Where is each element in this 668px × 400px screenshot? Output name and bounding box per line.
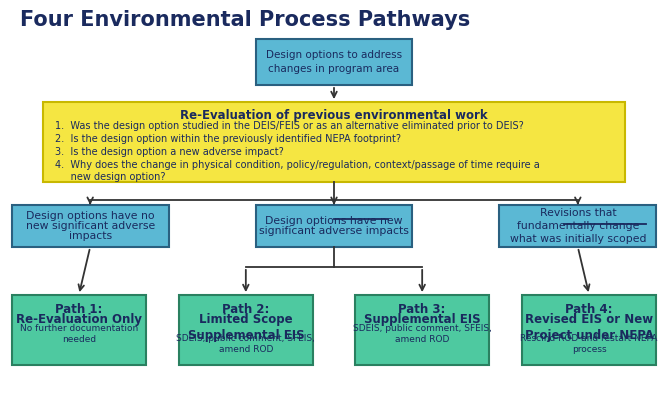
Text: Path 2:: Path 2: xyxy=(222,303,269,316)
Text: Revised EIS or New
Project under NEPA: Revised EIS or New Project under NEPA xyxy=(525,314,653,342)
Text: Design options have no: Design options have no xyxy=(26,210,154,221)
FancyBboxPatch shape xyxy=(255,205,412,247)
Text: Supplemental EIS: Supplemental EIS xyxy=(364,314,480,326)
FancyBboxPatch shape xyxy=(255,39,412,85)
FancyBboxPatch shape xyxy=(43,102,625,182)
Text: Rescind ROD and restart NEPA
process: Rescind ROD and restart NEPA process xyxy=(520,334,658,354)
Text: SDEIS, public comment, SFEIS,
amend ROD: SDEIS, public comment, SFEIS, amend ROD xyxy=(176,334,315,354)
FancyBboxPatch shape xyxy=(355,295,489,365)
Text: Re-Evaluation Only: Re-Evaluation Only xyxy=(16,314,142,326)
Text: Re-Evaluation of previous environmental work: Re-Evaluation of previous environmental … xyxy=(180,109,488,122)
Text: SDEIS, public comment, SFEIS,
amend ROD: SDEIS, public comment, SFEIS, amend ROD xyxy=(353,324,492,344)
Text: Path 3:: Path 3: xyxy=(399,303,446,316)
FancyBboxPatch shape xyxy=(12,295,146,365)
FancyBboxPatch shape xyxy=(12,205,168,247)
Text: Four Environmental Process Pathways: Four Environmental Process Pathways xyxy=(20,10,470,30)
Text: Path 4:: Path 4: xyxy=(565,303,613,316)
FancyBboxPatch shape xyxy=(500,205,657,247)
Text: new significant adverse: new significant adverse xyxy=(25,221,155,231)
Text: Limited Scope
Supplemental EIS: Limited Scope Supplemental EIS xyxy=(188,314,304,342)
Text: Revisions that
fundamentally change
what was initially scoped: Revisions that fundamentally change what… xyxy=(510,208,646,244)
FancyBboxPatch shape xyxy=(522,295,656,365)
FancyBboxPatch shape xyxy=(179,295,313,365)
Text: Path 1:: Path 1: xyxy=(55,303,102,316)
Text: 2.  Is the design option within the previously identified NEPA footprint?: 2. Is the design option within the previ… xyxy=(55,134,401,144)
Text: 4.  Why does the change in physical condition, policy/regulation, context/passag: 4. Why does the change in physical condi… xyxy=(55,160,540,182)
Text: impacts: impacts xyxy=(69,231,112,241)
Text: significant adverse impacts: significant adverse impacts xyxy=(259,226,409,236)
Text: 3.  Is the design option a new adverse impact?: 3. Is the design option a new adverse im… xyxy=(55,147,284,157)
Text: Design options to address
changes in program area: Design options to address changes in pro… xyxy=(266,50,402,74)
Text: Design options have new: Design options have new xyxy=(265,216,403,226)
Text: 1.  Was the design option studied in the DEIS/FEIS or as an alternative eliminat: 1. Was the design option studied in the … xyxy=(55,121,524,131)
Text: No further documentation
needed: No further documentation needed xyxy=(19,324,138,344)
